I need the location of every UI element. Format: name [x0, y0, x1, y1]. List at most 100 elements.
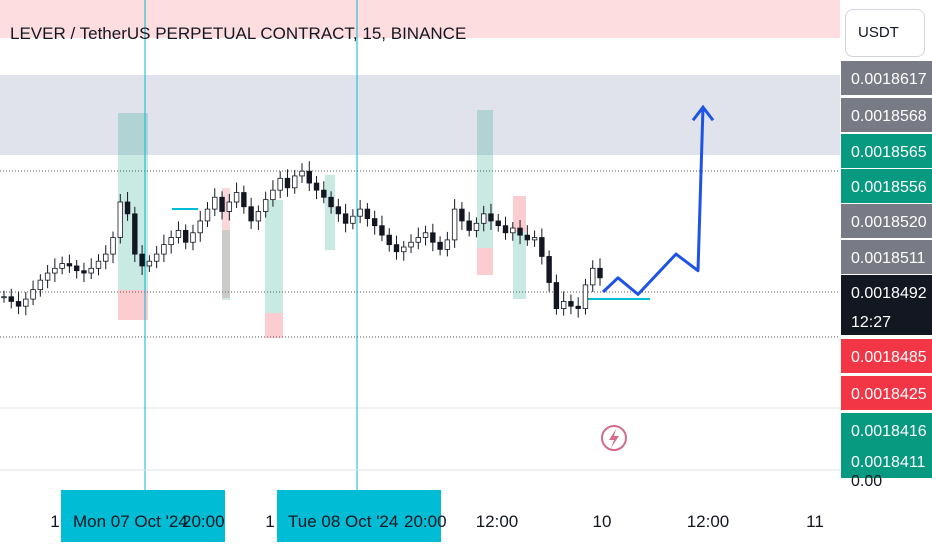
price-label: 0.0018485 [851, 349, 927, 366]
candle-body [103, 253, 109, 262]
candle-body [161, 244, 167, 255]
candle-body [517, 227, 523, 236]
price-label-bg [841, 169, 932, 203]
time-tick-label: 11 [806, 512, 824, 531]
candle-body [233, 192, 240, 203]
price-label: 0.0018492 [851, 285, 927, 302]
candle-body [560, 301, 567, 309]
candle-body [44, 272, 51, 281]
time-tick-label: 12:00 [476, 512, 519, 531]
price-label: 0.0018556 [851, 179, 927, 196]
price-label-bg [841, 61, 932, 95]
candle-body [531, 237, 538, 241]
candle-body [299, 170, 305, 177]
candle-body [553, 282, 560, 309]
price-label-bg [841, 98, 932, 132]
currency-button[interactable]: USDT [845, 9, 925, 57]
date-highlight-bg [61, 490, 225, 542]
candle-body [459, 208, 465, 222]
order-block-10 [513, 196, 526, 232]
candle-body [568, 301, 574, 307]
candle-body [502, 225, 509, 234]
candle-body [357, 208, 363, 217]
order-block-2 [172, 208, 198, 210]
candle-body [226, 201, 233, 212]
price-label: 0.0018617 [851, 71, 927, 88]
candle-body [117, 201, 123, 238]
price-label: 0.0018520 [851, 214, 927, 231]
candle-body [277, 177, 283, 191]
candle-body [306, 170, 312, 184]
candle-body [488, 213, 494, 222]
candle-body [350, 215, 356, 224]
candle-body [292, 175, 298, 189]
price-label: 0.0018416 [851, 423, 927, 440]
candle-body [66, 263, 73, 267]
candle-body [124, 201, 131, 215]
candle-body [451, 208, 458, 241]
candle-body [430, 232, 436, 243]
price-label: 0.0018568 [851, 108, 927, 125]
candle-body [262, 199, 269, 212]
candle-body [590, 267, 596, 286]
time-tick-label: 20:00 [182, 512, 225, 531]
candle-body [81, 270, 87, 274]
price-label-bg [841, 240, 932, 274]
candle-body [197, 220, 203, 234]
time-tick-label: 1 [265, 512, 274, 531]
candle-body [466, 220, 472, 231]
candle-body [546, 256, 552, 283]
time-tick-label: 20:00 [404, 512, 447, 531]
price-label: 0.0018511 [851, 250, 926, 267]
candle-body [313, 182, 320, 191]
candle-body [270, 189, 276, 201]
price-label-bg [841, 413, 932, 447]
candle-body [524, 234, 531, 241]
candle-body [415, 237, 421, 243]
candle-body [473, 222, 480, 231]
projection-arrowhead [691, 104, 715, 122]
time-tick-label: Tue 08 Oct '24 [288, 512, 398, 531]
candle-body [23, 298, 29, 307]
zero-label: 0.00 [851, 473, 882, 490]
candle-body [481, 213, 487, 224]
candle-body [342, 213, 349, 224]
candle-body [444, 239, 451, 250]
price-label-bg [841, 204, 932, 238]
order-block-4 [222, 230, 230, 300]
order-block-3 [222, 188, 230, 298]
currency-label: USDT [858, 24, 899, 41]
candle-body [321, 189, 327, 198]
candle-body [386, 234, 392, 246]
candle-body [30, 289, 36, 300]
order-block-1 [118, 290, 148, 320]
candle-body [183, 230, 189, 243]
time-tick-label: Mon 07 Oct '24 [73, 512, 188, 531]
price-label-bg [841, 444, 932, 478]
top-band [0, 0, 840, 38]
candle-body [422, 232, 429, 238]
candle-body [248, 206, 254, 222]
candle-body [175, 230, 182, 238]
candle-body [510, 227, 516, 234]
candle-body [15, 301, 22, 307]
candle-body [364, 208, 371, 219]
order-block-5 [265, 200, 283, 313]
order-block-7 [325, 175, 335, 250]
candle-body [582, 284, 589, 309]
candle-body [1, 296, 7, 299]
candle-body [219, 196, 225, 212]
candle-body [37, 279, 44, 291]
candle-body [495, 220, 501, 227]
candle-body [73, 265, 80, 272]
candle-body [335, 206, 342, 215]
time-tick-label: 10 [593, 512, 612, 531]
candle-body [88, 267, 94, 274]
order-block-6 [265, 313, 283, 338]
price-label: 0.0018565 [851, 144, 927, 161]
candle-body [168, 237, 174, 246]
lightning-bolt [609, 429, 619, 448]
time-tick-label: 1 [50, 512, 59, 531]
